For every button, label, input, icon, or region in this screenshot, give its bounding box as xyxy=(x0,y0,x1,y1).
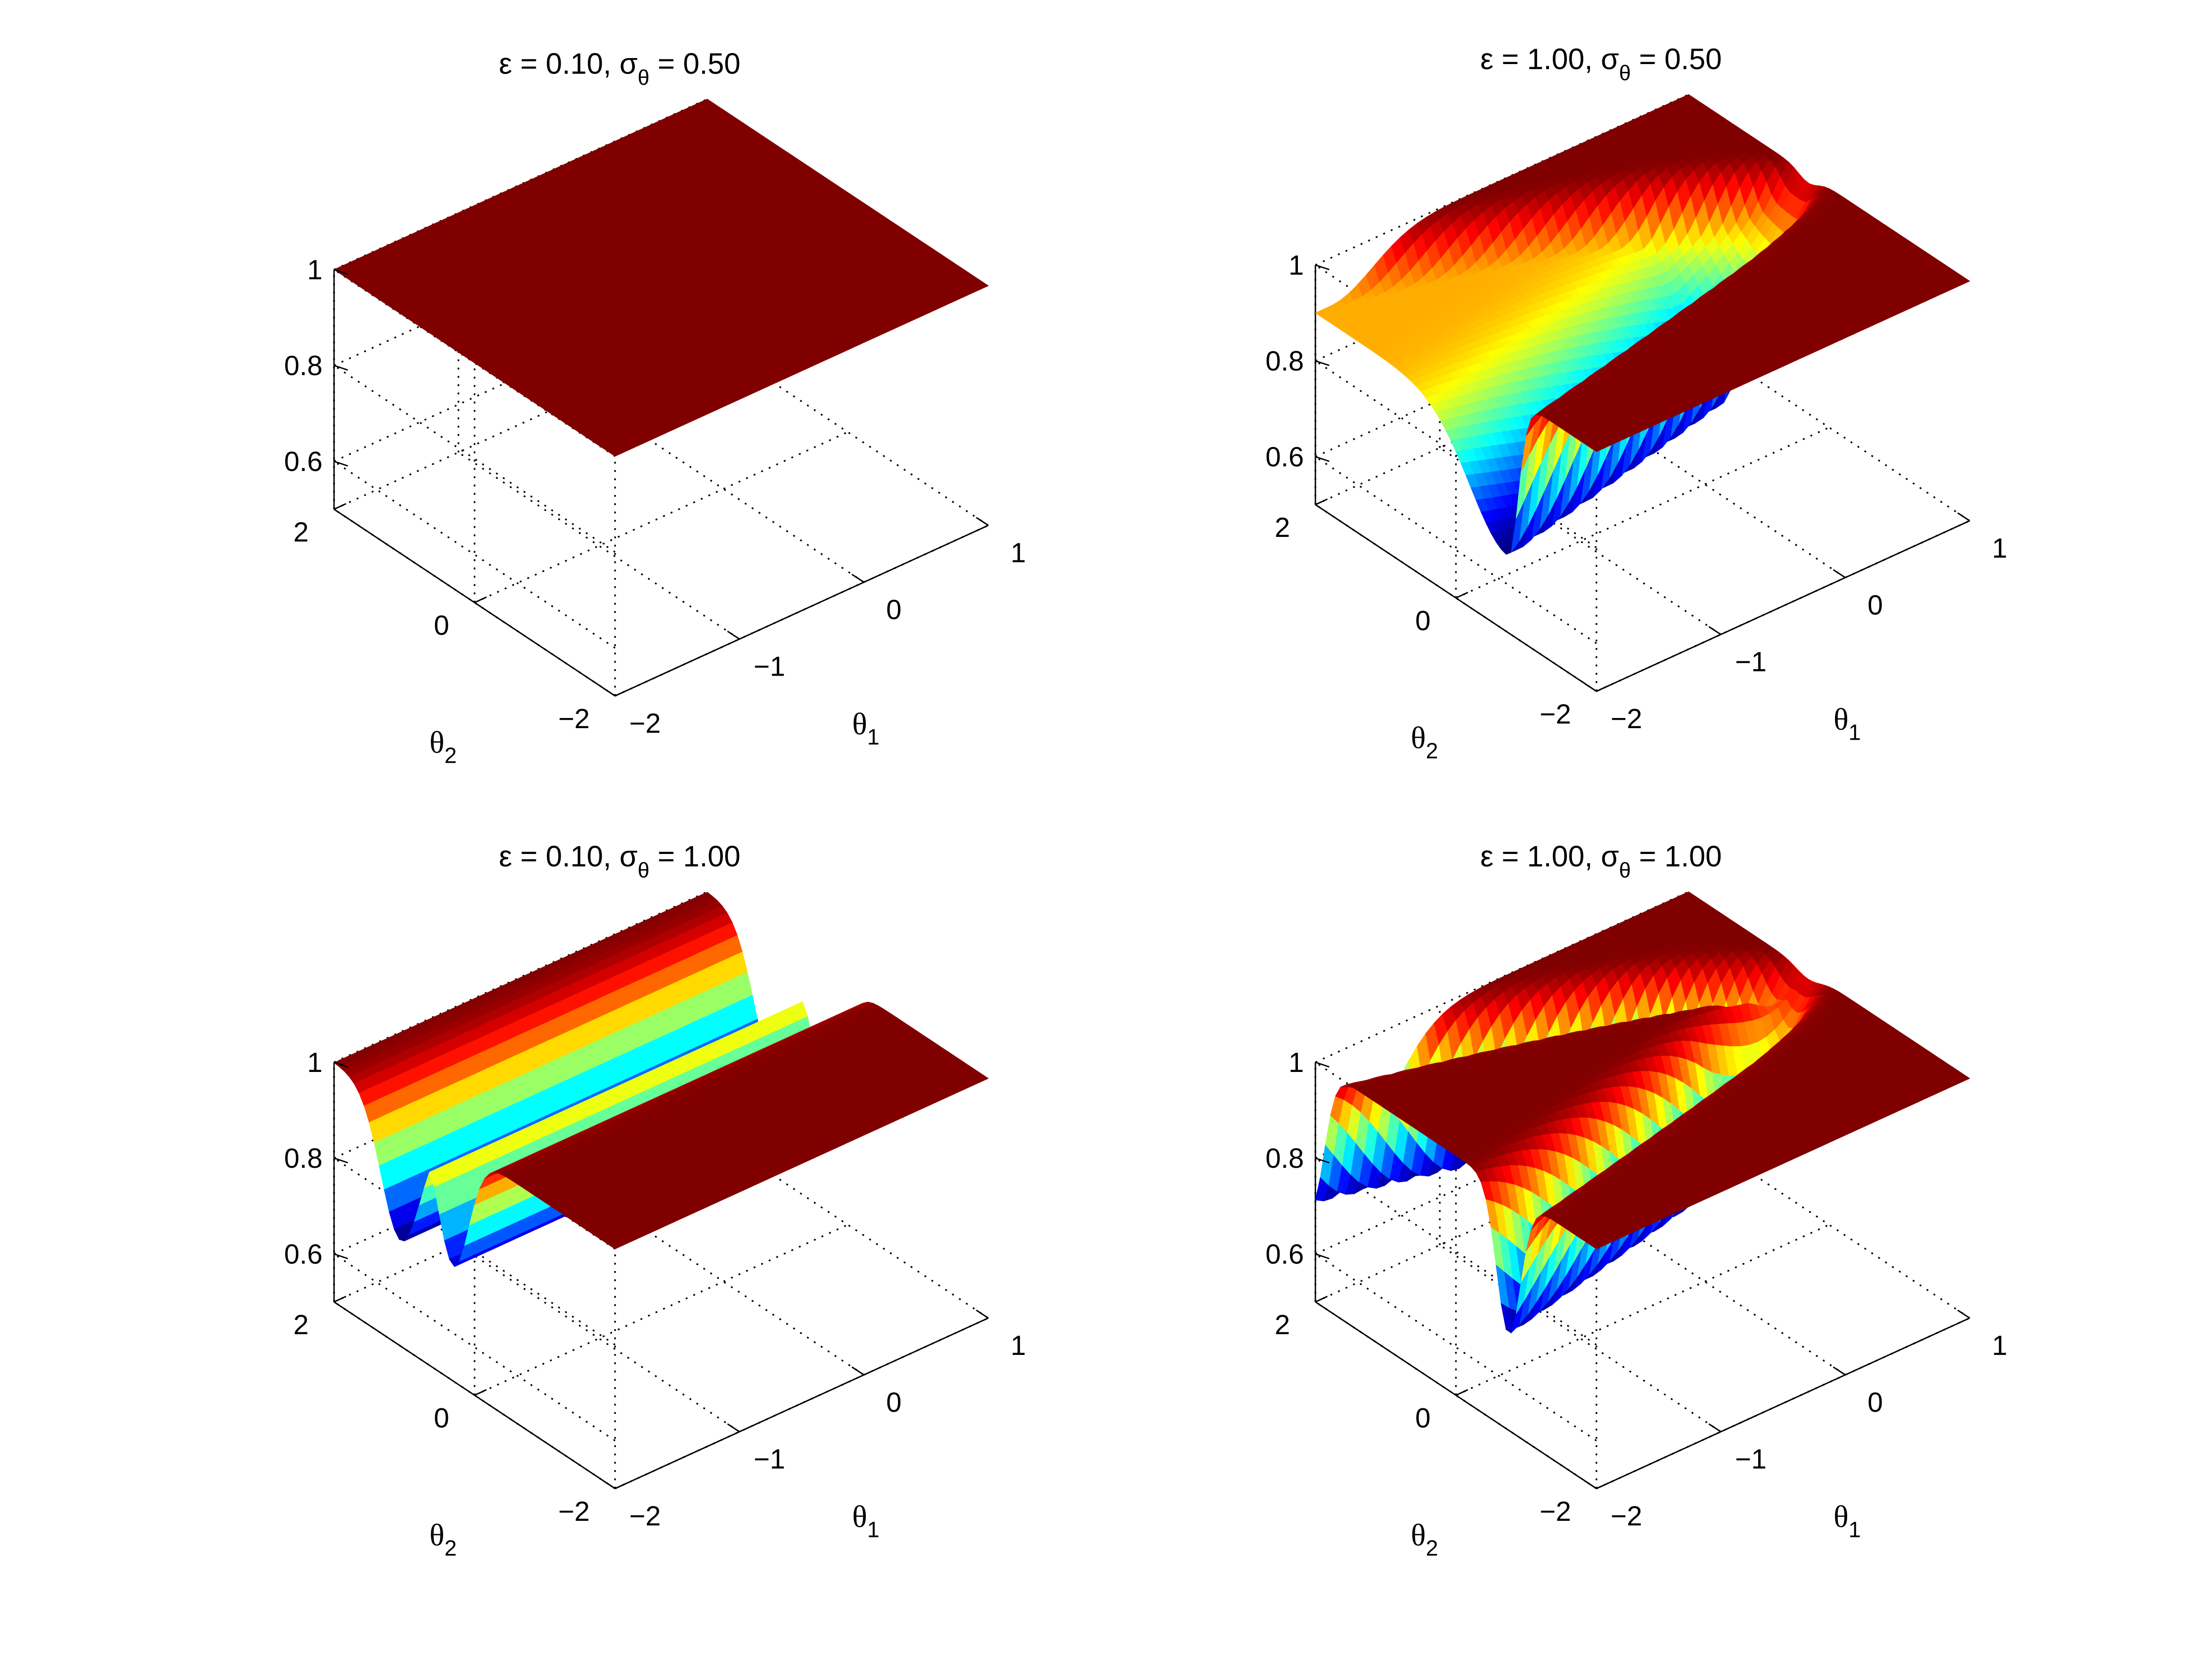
y-tick-label: 2 xyxy=(293,517,309,547)
subplot-1: 0.6 0.8 1 −2 0 2 −2 −1 0 1 θ1 θ2 ε = 0.10, σθ = 0.50 xyxy=(284,47,1026,768)
x-tick-label: −2 xyxy=(629,708,661,739)
y-tick-mark xyxy=(474,596,487,603)
x-tick-mark xyxy=(727,630,740,640)
z-tick-mark xyxy=(334,460,348,467)
x-tick-label: 1 xyxy=(1010,537,1026,568)
x-tick-mark xyxy=(976,517,989,526)
y-tick-label: 0 xyxy=(434,610,449,641)
y-tick-mark xyxy=(615,689,628,697)
z-tick-label: 0.8 xyxy=(284,350,323,381)
x-axis-line xyxy=(1596,520,1970,692)
z-tick-label: 1 xyxy=(307,254,323,285)
x-axis-label: θ1 xyxy=(852,706,880,750)
z-tick-mark xyxy=(334,365,348,371)
x-tick-label: −1 xyxy=(754,651,785,682)
y-tick-mark xyxy=(334,503,346,510)
grid-line xyxy=(334,460,616,649)
x-tick-mark xyxy=(851,574,864,583)
grid-line xyxy=(474,431,848,604)
y-tick-label: −2 xyxy=(558,703,590,734)
y-axis-label: θ2 xyxy=(429,725,457,768)
x-axis-line xyxy=(615,524,989,697)
grid-line xyxy=(458,452,740,640)
subplot-title: ε = 0.10, σθ = 0.50 xyxy=(499,47,740,89)
x-tick-mark xyxy=(603,687,616,697)
surface-plot xyxy=(333,99,989,457)
z-tick-label: 0.6 xyxy=(284,446,323,477)
surface-plot xyxy=(1314,94,1971,555)
x-tick-label: 0 xyxy=(886,594,901,625)
